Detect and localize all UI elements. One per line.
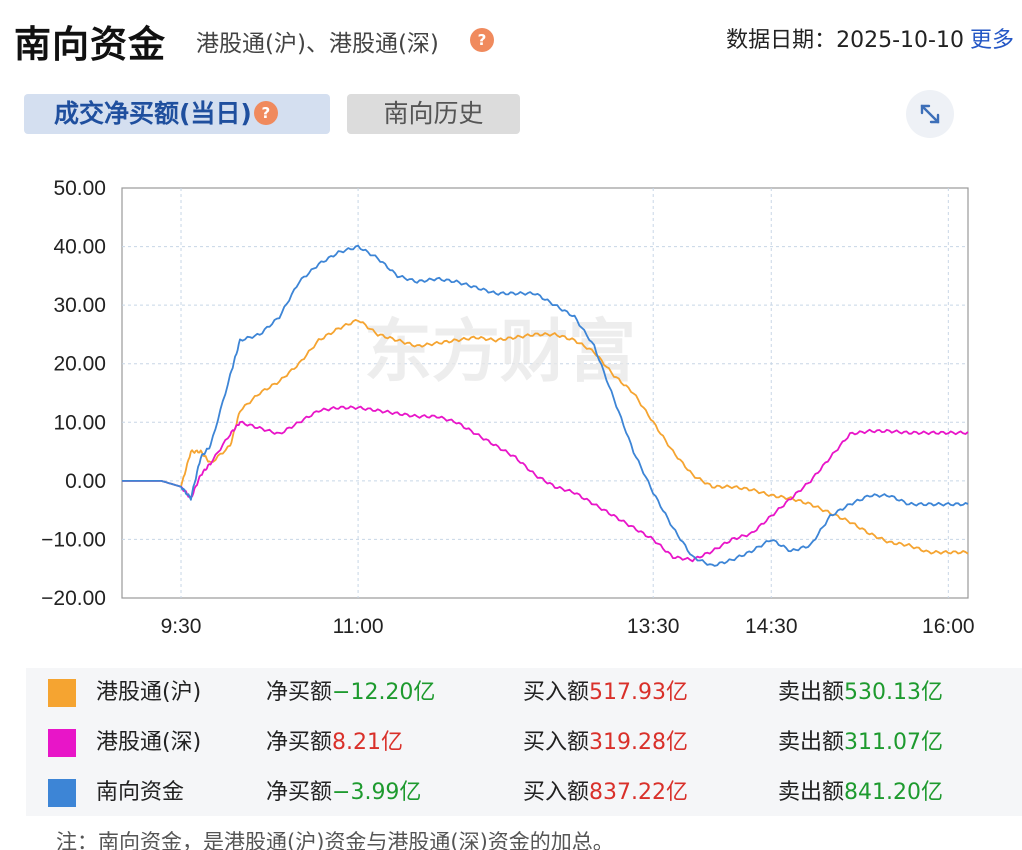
sell-value: 530.13亿 — [844, 680, 943, 705]
help-icon[interactable]: ? — [253, 101, 278, 125]
legend-row-total: 南向资金 净买额−3.99亿 买入额837.22亿 卖出额841.20亿 — [26, 768, 1022, 818]
page-subtitle: 港股通(沪)、港股通(深) — [196, 31, 439, 57]
series-line-3 — [122, 244, 969, 567]
sell-label: 卖出额 — [778, 730, 845, 755]
buy-value: 517.93亿 — [589, 680, 688, 705]
x-tick-label: 9:30 — [161, 615, 202, 638]
grid — [121, 187, 969, 599]
x-tick-label: 14:30 — [745, 615, 798, 638]
plot-frame — [121, 187, 969, 599]
expand-icon — [920, 104, 940, 124]
y-tick-label: −10.00 — [41, 528, 106, 551]
sell-label: 卖出额 — [778, 780, 845, 805]
net-value: −12.20亿 — [332, 680, 436, 705]
series-name: 港股通(沪) — [96, 680, 202, 705]
header: 南向资金 港股通(沪)、港股通(深) ? 数据日期：2025-10-10 更多 — [0, 0, 1022, 80]
buy-label: 买入额 — [523, 780, 590, 805]
more-link[interactable]: 更多 — [969, 28, 1014, 53]
buy-amount: 买入额517.93亿 — [523, 668, 688, 718]
line-chart: 东方财富 50.00 40.00 30.00 20.00 10.00 0.00 −10.00… — [41, 177, 974, 638]
sell-amount: 卖出额530.13亿 — [778, 668, 943, 718]
tab-label: 南向历史 — [383, 99, 484, 128]
buy-amount: 买入额319.28亿 — [523, 718, 688, 768]
data-date: 数据日期：2025-10-10 — [726, 28, 964, 53]
y-tick-label: 0.00 — [65, 470, 106, 493]
tab-southbound-history[interactable]: 南向历史 — [347, 94, 520, 134]
y-tick-label: 40.00 — [53, 236, 106, 259]
net-label: 净买额 — [266, 680, 333, 705]
sell-label: 卖出额 — [778, 680, 845, 705]
date-info: 数据日期：2025-10-10 更多 — [726, 22, 1014, 54]
series-name: 南向资金 — [96, 780, 185, 805]
buy-amount: 买入额837.22亿 — [523, 768, 688, 818]
net-value: 8.21亿 — [332, 730, 404, 755]
x-tick-label: 16:00 — [922, 615, 975, 638]
legend-table: 港股通(沪) 净买额−12.20亿 买入额517.93亿 卖出额530.13亿 … — [26, 668, 1022, 816]
net-buy: 净买额8.21亿 — [266, 718, 403, 768]
series-name: 港股通(深) — [96, 730, 202, 755]
buy-value: 319.28亿 — [589, 730, 688, 755]
y-tick-label: −20.00 — [41, 587, 106, 610]
footnote: 注：南向资金，是港股通(沪)资金与港股通(深)资金的加总。 — [56, 830, 614, 850]
buy-value: 837.22亿 — [589, 780, 688, 805]
help-icon[interactable]: ? — [470, 28, 494, 52]
legend-swatch — [48, 729, 76, 757]
buy-label: 买入额 — [523, 680, 590, 705]
expand-button[interactable] — [906, 90, 954, 138]
net-value: −3.99亿 — [332, 780, 422, 805]
legend-swatch — [48, 679, 76, 707]
tab-net-buy-today[interactable]: 成交净买额(当日)? — [24, 94, 330, 134]
x-tick-label: 11:00 — [333, 615, 384, 638]
y-tick-label: 50.00 — [53, 177, 106, 200]
net-label: 净买额 — [266, 730, 333, 755]
net-buy: 净买额−3.99亿 — [266, 768, 421, 818]
sell-value: 841.20亿 — [844, 780, 943, 805]
sell-value: 311.07亿 — [844, 730, 943, 755]
y-tick-label: 30.00 — [53, 294, 106, 317]
series-lines — [122, 244, 969, 567]
sell-amount: 卖出额311.07亿 — [778, 718, 943, 768]
series-line-2 — [122, 405, 969, 563]
page-title: 南向资金 — [14, 23, 166, 66]
legend-row-sz: 港股通(深) 净买额8.21亿 买入额319.28亿 卖出额311.07亿 — [26, 718, 1022, 768]
tab-label: 成交净买额(当日) — [54, 99, 252, 128]
legend-row-sh: 港股通(沪) 净买额−12.20亿 买入额517.93亿 卖出额530.13亿 — [26, 668, 1022, 718]
y-tick-label: 20.00 — [53, 353, 106, 376]
x-tick-label: 13:30 — [627, 615, 680, 638]
series-line-1 — [122, 319, 969, 555]
sell-amount: 卖出额841.20亿 — [778, 768, 943, 818]
buy-label: 买入额 — [523, 730, 590, 755]
watermark: 东方财富 — [364, 314, 636, 390]
legend-swatch — [48, 779, 76, 807]
net-label: 净买额 — [266, 780, 333, 805]
axes: 50.00 40.00 30.00 20.00 10.00 0.00 −10.00 −20.0… — [41, 177, 974, 638]
y-tick-label: 10.00 — [53, 411, 106, 434]
net-buy: 净买额−12.20亿 — [266, 668, 435, 718]
